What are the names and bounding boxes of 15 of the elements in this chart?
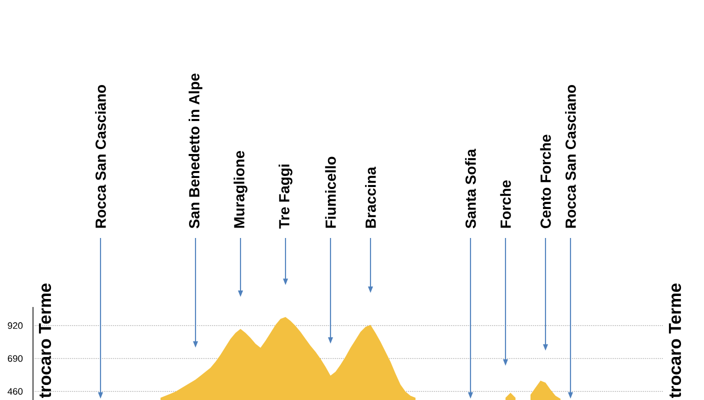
y-tick-label: 460 — [8, 388, 23, 395]
y-tick-label: 690 — [8, 355, 23, 362]
x-tick-label: Muraglione — [234, 151, 248, 228]
x-tick-label: Santa Sofia — [465, 148, 476, 228]
annotation: trocaro Terme — [38, 284, 52, 398]
x-tick-label: Rocca San Casciano — [565, 85, 576, 228]
x-tick-label: Rocca San Casciano — [95, 85, 106, 228]
y-tick-label: 920 — [8, 322, 23, 329]
text: trocaro Terme — [668, 284, 682, 398]
x-tick-label: Fiumicello — [325, 156, 336, 228]
x-tick-label: Cento Forche — [540, 134, 551, 228]
x-tick-label: Tre Faggi — [278, 164, 292, 229]
x-tick-label: Forche — [500, 180, 511, 228]
x-tick-label: San Benedetto in Alpe — [188, 74, 202, 228]
x-tick-label: Braccina — [365, 166, 376, 228]
